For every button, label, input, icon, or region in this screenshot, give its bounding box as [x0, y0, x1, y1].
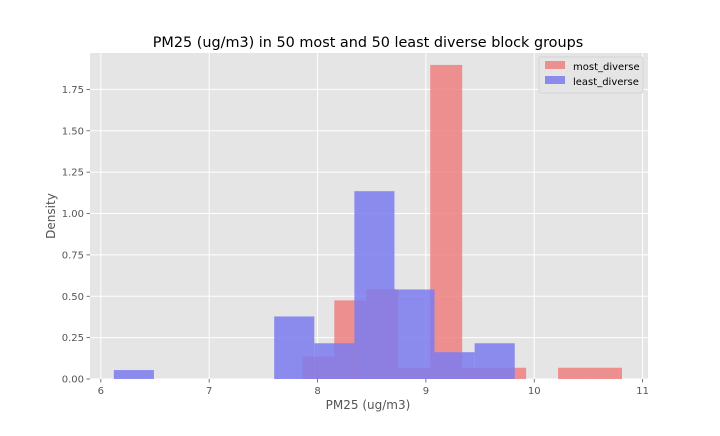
bar-least-diverse: [274, 316, 315, 379]
x-axis-label: PM25 (ug/m3): [326, 398, 411, 412]
series-least-diverse: [113, 191, 515, 379]
bar-most-diverse: [430, 64, 463, 379]
x-tick-label: 7: [206, 386, 212, 397]
bar-least-diverse: [394, 289, 435, 379]
legend-label-most-diverse: most_diverse: [573, 62, 640, 73]
y-axis-label: Density: [44, 193, 58, 239]
y-tick-label: 0.50: [62, 292, 84, 303]
bar-most-diverse: [558, 367, 591, 379]
y-tick-label: 0.25: [62, 333, 84, 344]
bar-least-diverse: [474, 343, 515, 379]
bar-most-diverse: [590, 367, 622, 379]
y-tick-label: 1.00: [62, 209, 84, 220]
bar-least-diverse: [434, 352, 475, 379]
chart-title: PM25 (ug/m3) in 50 most and 50 least div…: [153, 35, 584, 51]
y-tick-label: 0.00: [62, 375, 84, 386]
axis-ticks: 6 7 8 9 10 11 0.00 0.25 0.50 0.75 1.00 1.25 1.50 1.75: [62, 85, 649, 397]
x-tick-label: 6: [98, 386, 104, 397]
histogram-bars: [113, 64, 622, 379]
y-tick-label: 1.75: [62, 85, 84, 96]
bar-least-diverse: [354, 191, 395, 379]
bar-least-diverse: [314, 343, 355, 379]
x-tick-label: 11: [636, 386, 649, 397]
bar-least-diverse: [113, 370, 154, 379]
legend-swatch-most-diverse: [545, 61, 565, 69]
x-tick-label: 9: [423, 386, 429, 397]
x-tick-label: 10: [528, 386, 541, 397]
legend: most_diverse least_diverse: [538, 56, 644, 94]
y-tick-label: 1.25: [62, 168, 84, 179]
legend-swatch-least-diverse: [545, 76, 565, 84]
y-tick-label: 0.75: [62, 250, 84, 261]
x-tick-label: 8: [314, 386, 320, 397]
legend-label-least-diverse: least_diverse: [573, 77, 639, 88]
y-tick-label: 1.50: [62, 126, 84, 137]
